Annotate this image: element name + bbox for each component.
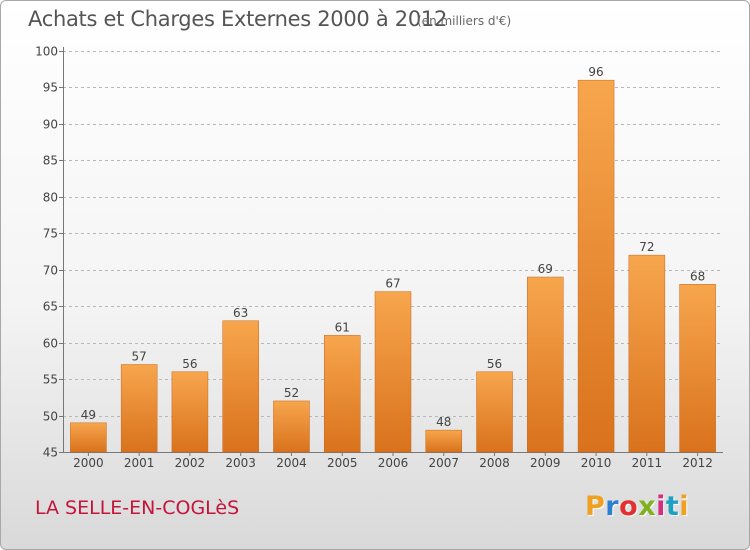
y-tick-label: 90 bbox=[43, 118, 58, 132]
data-label: 52 bbox=[284, 386, 299, 400]
bar-2012 bbox=[679, 284, 716, 453]
data-label: 69 bbox=[538, 262, 553, 276]
bar-2009 bbox=[527, 276, 564, 453]
bar-2010 bbox=[577, 79, 615, 453]
x-tick-label: 2000 bbox=[73, 456, 104, 470]
data-label: 72 bbox=[639, 240, 654, 254]
x-tick-label: 2006 bbox=[378, 456, 409, 470]
bar-2006 bbox=[374, 291, 412, 453]
x-tick-label: 2008 bbox=[479, 456, 510, 470]
bar-2008 bbox=[476, 371, 513, 453]
data-label: 56 bbox=[487, 357, 502, 371]
chart-unit: (en milliers d'€) bbox=[417, 14, 512, 28]
y-tick-label: 55 bbox=[43, 373, 58, 387]
bar-2001 bbox=[120, 364, 158, 453]
x-tick-label: 2010 bbox=[581, 456, 612, 470]
logo-letter: i bbox=[679, 491, 690, 522]
place-name: LA SELLE-EN-COGLèS bbox=[35, 497, 240, 519]
data-label: 61 bbox=[335, 320, 350, 334]
x-tick-label: 2011 bbox=[632, 456, 663, 470]
bar-2007 bbox=[425, 429, 463, 453]
label-layer: 2000 49 2001 57 2002 56 2003 63 2004 52 2005 61 2006… bbox=[73, 65, 713, 470]
y-tick-label: 100 bbox=[35, 45, 58, 59]
y-tick-label: 60 bbox=[43, 337, 58, 351]
bar-2003 bbox=[222, 320, 259, 453]
y-tick-label: 85 bbox=[43, 154, 58, 168]
x-tick-label: 2012 bbox=[682, 456, 713, 470]
data-label: 96 bbox=[588, 65, 603, 79]
y-tick-label: 65 bbox=[43, 300, 58, 314]
x-tick-label: 2001 bbox=[124, 456, 155, 470]
data-label: 48 bbox=[436, 415, 451, 429]
bar-2011 bbox=[628, 254, 666, 453]
logo-letter: r bbox=[605, 491, 620, 522]
y-tick-label: 75 bbox=[43, 227, 58, 241]
bar-2004 bbox=[273, 400, 310, 453]
y-tick-label: 45 bbox=[43, 446, 58, 460]
bar-2005 bbox=[323, 335, 361, 453]
logo-letter: o bbox=[619, 491, 639, 522]
bar-2000 bbox=[70, 422, 107, 453]
data-label: 67 bbox=[385, 277, 400, 291]
y-tick-label: 70 bbox=[43, 264, 58, 278]
y-tick-label: 50 bbox=[43, 410, 58, 424]
logo-letter: P bbox=[585, 491, 606, 522]
x-tick-label: 2003 bbox=[225, 456, 256, 470]
y-tick-label: 95 bbox=[43, 81, 58, 95]
proxiti-logo[interactable]: Proxiti bbox=[585, 491, 689, 522]
y-tick-label: 80 bbox=[43, 191, 58, 205]
x-tick-label: 2007 bbox=[428, 456, 459, 470]
logo-letter: x bbox=[638, 491, 657, 522]
data-label: 49 bbox=[81, 408, 96, 422]
data-label: 68 bbox=[690, 269, 705, 283]
bar-2002 bbox=[171, 371, 209, 453]
chart-title: Achats et Charges Externes 2000 à 2012 bbox=[28, 7, 448, 31]
logo-letter: i bbox=[656, 491, 666, 522]
x-tick-label: 2009 bbox=[530, 456, 561, 470]
data-label: 56 bbox=[182, 357, 197, 371]
data-label: 63 bbox=[233, 306, 248, 320]
x-tick-label: 2004 bbox=[276, 456, 307, 470]
x-tick-label: 2002 bbox=[175, 456, 206, 470]
axis-layer: 45 50 55 60 65 70 75 80 85 90 95 100 bbox=[35, 45, 723, 460]
data-label: 57 bbox=[132, 350, 147, 364]
logo-letter: t bbox=[665, 491, 680, 522]
x-tick-label: 2005 bbox=[327, 456, 358, 470]
bar-layer bbox=[70, 79, 716, 453]
